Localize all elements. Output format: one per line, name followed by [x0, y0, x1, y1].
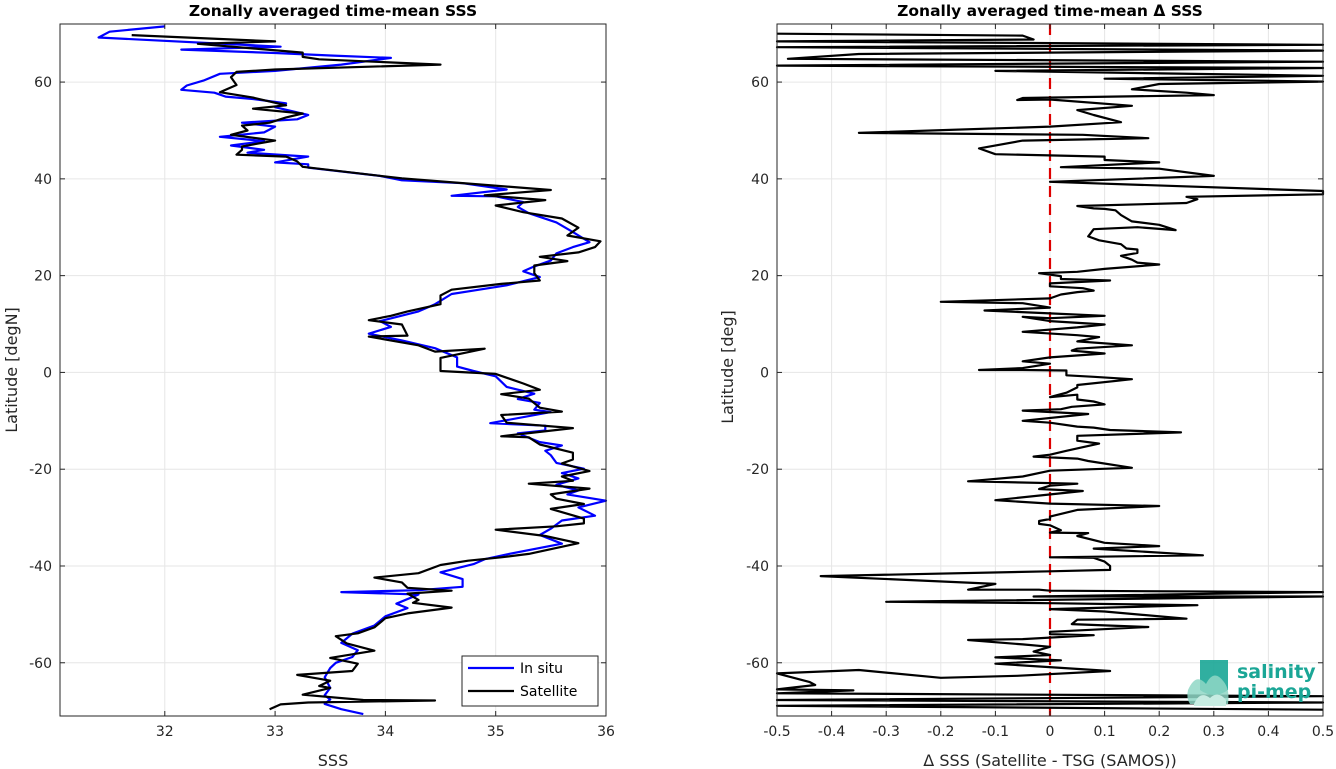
- right-chart-ticks: -0.5 -0.4 -0.3 -0.2 -0.1 0 0.1 0.2 0.3 0.4 0.5 -60 -…: [746, 24, 1334, 740]
- right-chart-x-axis-label: Δ SSS (Satellite - TSG (SAMOS)): [923, 751, 1176, 769]
- left-chart-legend: In situ Satellite: [461, 655, 599, 707]
- left-series-line-satellite: [131, 34, 602, 711]
- right-x-tick-label: 0.4: [1257, 724, 1279, 740]
- left-y-tick-label: 0: [43, 365, 52, 381]
- right-x-tick-label: 0.2: [1148, 724, 1170, 740]
- left-chart-x-axis-label: SSS: [318, 751, 348, 769]
- left-chart-title: Zonally averaged time-mean SSS: [189, 2, 477, 20]
- right-x-tick-label: -0.3: [873, 724, 900, 740]
- right-y-tick-label: 20: [751, 269, 769, 285]
- right-x-tick-label: -0.1: [982, 724, 1009, 740]
- left-y-tick-label: -40: [29, 559, 52, 575]
- left-y-tick-label: 20: [34, 269, 52, 285]
- right-y-tick-label: 60: [751, 75, 769, 91]
- logo-text-salinity: salinity: [1237, 661, 1316, 683]
- legend-label-satellite: Satellite: [520, 684, 577, 700]
- right-x-tick-label: -0.4: [818, 724, 845, 740]
- right-x-tick-label: -0.5: [763, 724, 790, 740]
- left-chart-series: [97, 25, 608, 716]
- right-x-tick-label: 0.5: [1312, 724, 1334, 740]
- left-y-tick-label: 60: [34, 75, 52, 91]
- left-chart-ticks: 32 33 34 35 36 -60 -40 -20 0 20 40 60: [29, 24, 615, 740]
- left-x-tick-label: 34: [376, 724, 394, 740]
- left-y-tick-label: -20: [29, 462, 52, 478]
- left-y-tick-label: -60: [29, 656, 52, 672]
- left-chart-panel: 32 33 34 35 36 -60 -40 -20 0 20 40 60 Zonally avera…: [2, 2, 615, 769]
- right-y-tick-label: -60: [746, 656, 769, 672]
- legend-label-in-situ: In situ: [520, 661, 563, 677]
- salinity-pi-mep-logo: salinity pi-mep: [1187, 660, 1316, 706]
- right-y-tick-label: -40: [746, 559, 769, 575]
- right-x-tick-label: 0: [1046, 724, 1055, 740]
- left-x-tick-label: 33: [266, 724, 284, 740]
- wave-logo-icon: [1187, 660, 1229, 706]
- right-chart-series: [775, 32, 1325, 711]
- right-y-tick-label: 0: [760, 365, 769, 381]
- right-chart-title: Zonally averaged time-mean Δ SSS: [897, 2, 1203, 20]
- right-x-tick-label: -0.2: [927, 724, 954, 740]
- right-x-tick-label: 0.3: [1203, 724, 1225, 740]
- left-x-tick-label: 35: [487, 724, 505, 740]
- right-x-tick-label: 0.1: [1093, 724, 1115, 740]
- left-y-tick-label: 40: [34, 172, 52, 188]
- logo-text-pi-mep: pi-mep: [1237, 681, 1311, 703]
- left-x-tick-label: 36: [597, 724, 615, 740]
- right-y-tick-label: -20: [746, 462, 769, 478]
- right-series-line-delta-sss: [775, 32, 1325, 711]
- right-y-tick-label: 40: [751, 172, 769, 188]
- left-series-line-in-situ: [97, 25, 608, 716]
- right-chart-y-axis-label: Latitude [deg]: [718, 310, 737, 424]
- left-x-tick-label: 32: [156, 724, 174, 740]
- left-chart-grid: [60, 24, 607, 716]
- right-chart-panel: -0.5 -0.4 -0.3 -0.2 -0.1 0 0.1 0.2 0.3 0.4 0.5 -60 -…: [718, 2, 1334, 769]
- left-chart-y-axis-label: Latitude [degN]: [2, 307, 21, 433]
